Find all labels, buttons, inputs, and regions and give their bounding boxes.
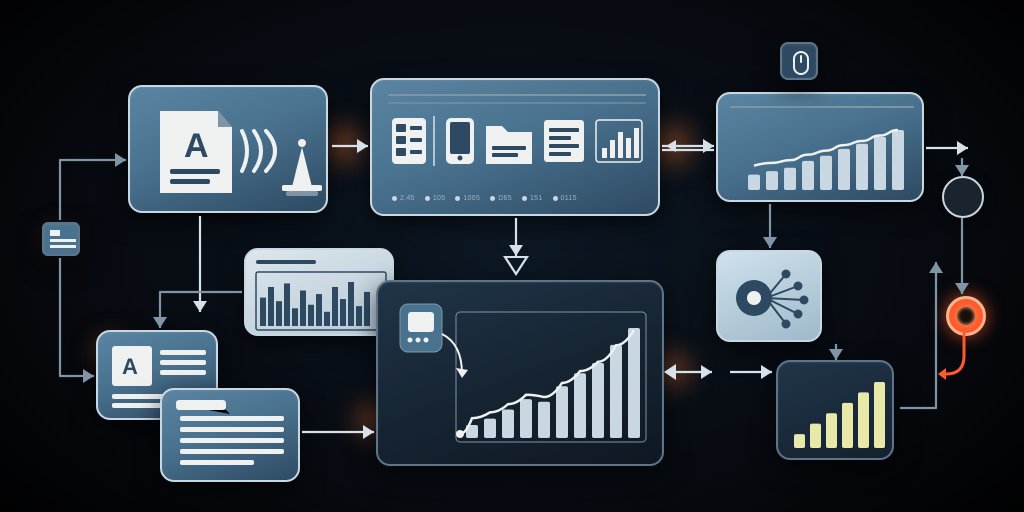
node-circle-orange-core: [957, 307, 975, 325]
network-icon: [718, 252, 824, 344]
legend-item: 105: [425, 195, 446, 202]
doc-lines-icon: [162, 390, 302, 484]
panel-ingest: A: [128, 85, 328, 213]
connector-arrow: [826, 334, 846, 370]
legend-item: D65: [490, 195, 512, 202]
connector-arrow: [50, 150, 136, 230]
panel-network: [716, 250, 822, 342]
connector-arrow: [292, 422, 384, 442]
diagram-stage: A 2.45 105 1005 D65 151 0115 A: [0, 0, 1024, 512]
connector-arrow: [720, 362, 782, 382]
device-badge: [780, 42, 818, 80]
ingest-icons: A: [130, 87, 330, 215]
legend-item: 2.45: [392, 195, 415, 202]
panel-trend-chart: [716, 92, 924, 202]
connector-arrow: [150, 282, 252, 338]
panel-header-rule: [388, 102, 646, 104]
connector-arrow: [952, 148, 972, 186]
panel-bar-mini: [776, 360, 894, 460]
connector-arrow: [50, 248, 104, 386]
bar-mini: [778, 362, 896, 462]
trend-chart: [718, 94, 926, 204]
legend-item: 1005: [455, 195, 480, 202]
connector-arrow: [952, 208, 972, 304]
legend-item: 0115: [553, 195, 577, 202]
growth-chart: [378, 282, 666, 468]
panel-header-rule: [730, 106, 914, 108]
svg-text:A: A: [122, 354, 138, 379]
panel-doc-lines: [160, 388, 300, 482]
panel-growth-chart: [376, 280, 664, 466]
legend-item: 151: [522, 195, 543, 202]
svg-text:A: A: [184, 127, 209, 165]
connector-arrow: [322, 136, 378, 156]
connector-arrow: [890, 252, 946, 418]
connector-arrow: [760, 194, 780, 258]
panel-header-rule: [388, 94, 646, 96]
mouse-icon: [782, 44, 820, 82]
panel-histogram: [244, 248, 394, 336]
panel-formats: 2.45 105 1005 D65 151 0115: [370, 78, 660, 216]
formats-legend: 2.45 105 1005 D65 151 0115: [392, 195, 587, 202]
panel-title-bar: [256, 260, 316, 264]
